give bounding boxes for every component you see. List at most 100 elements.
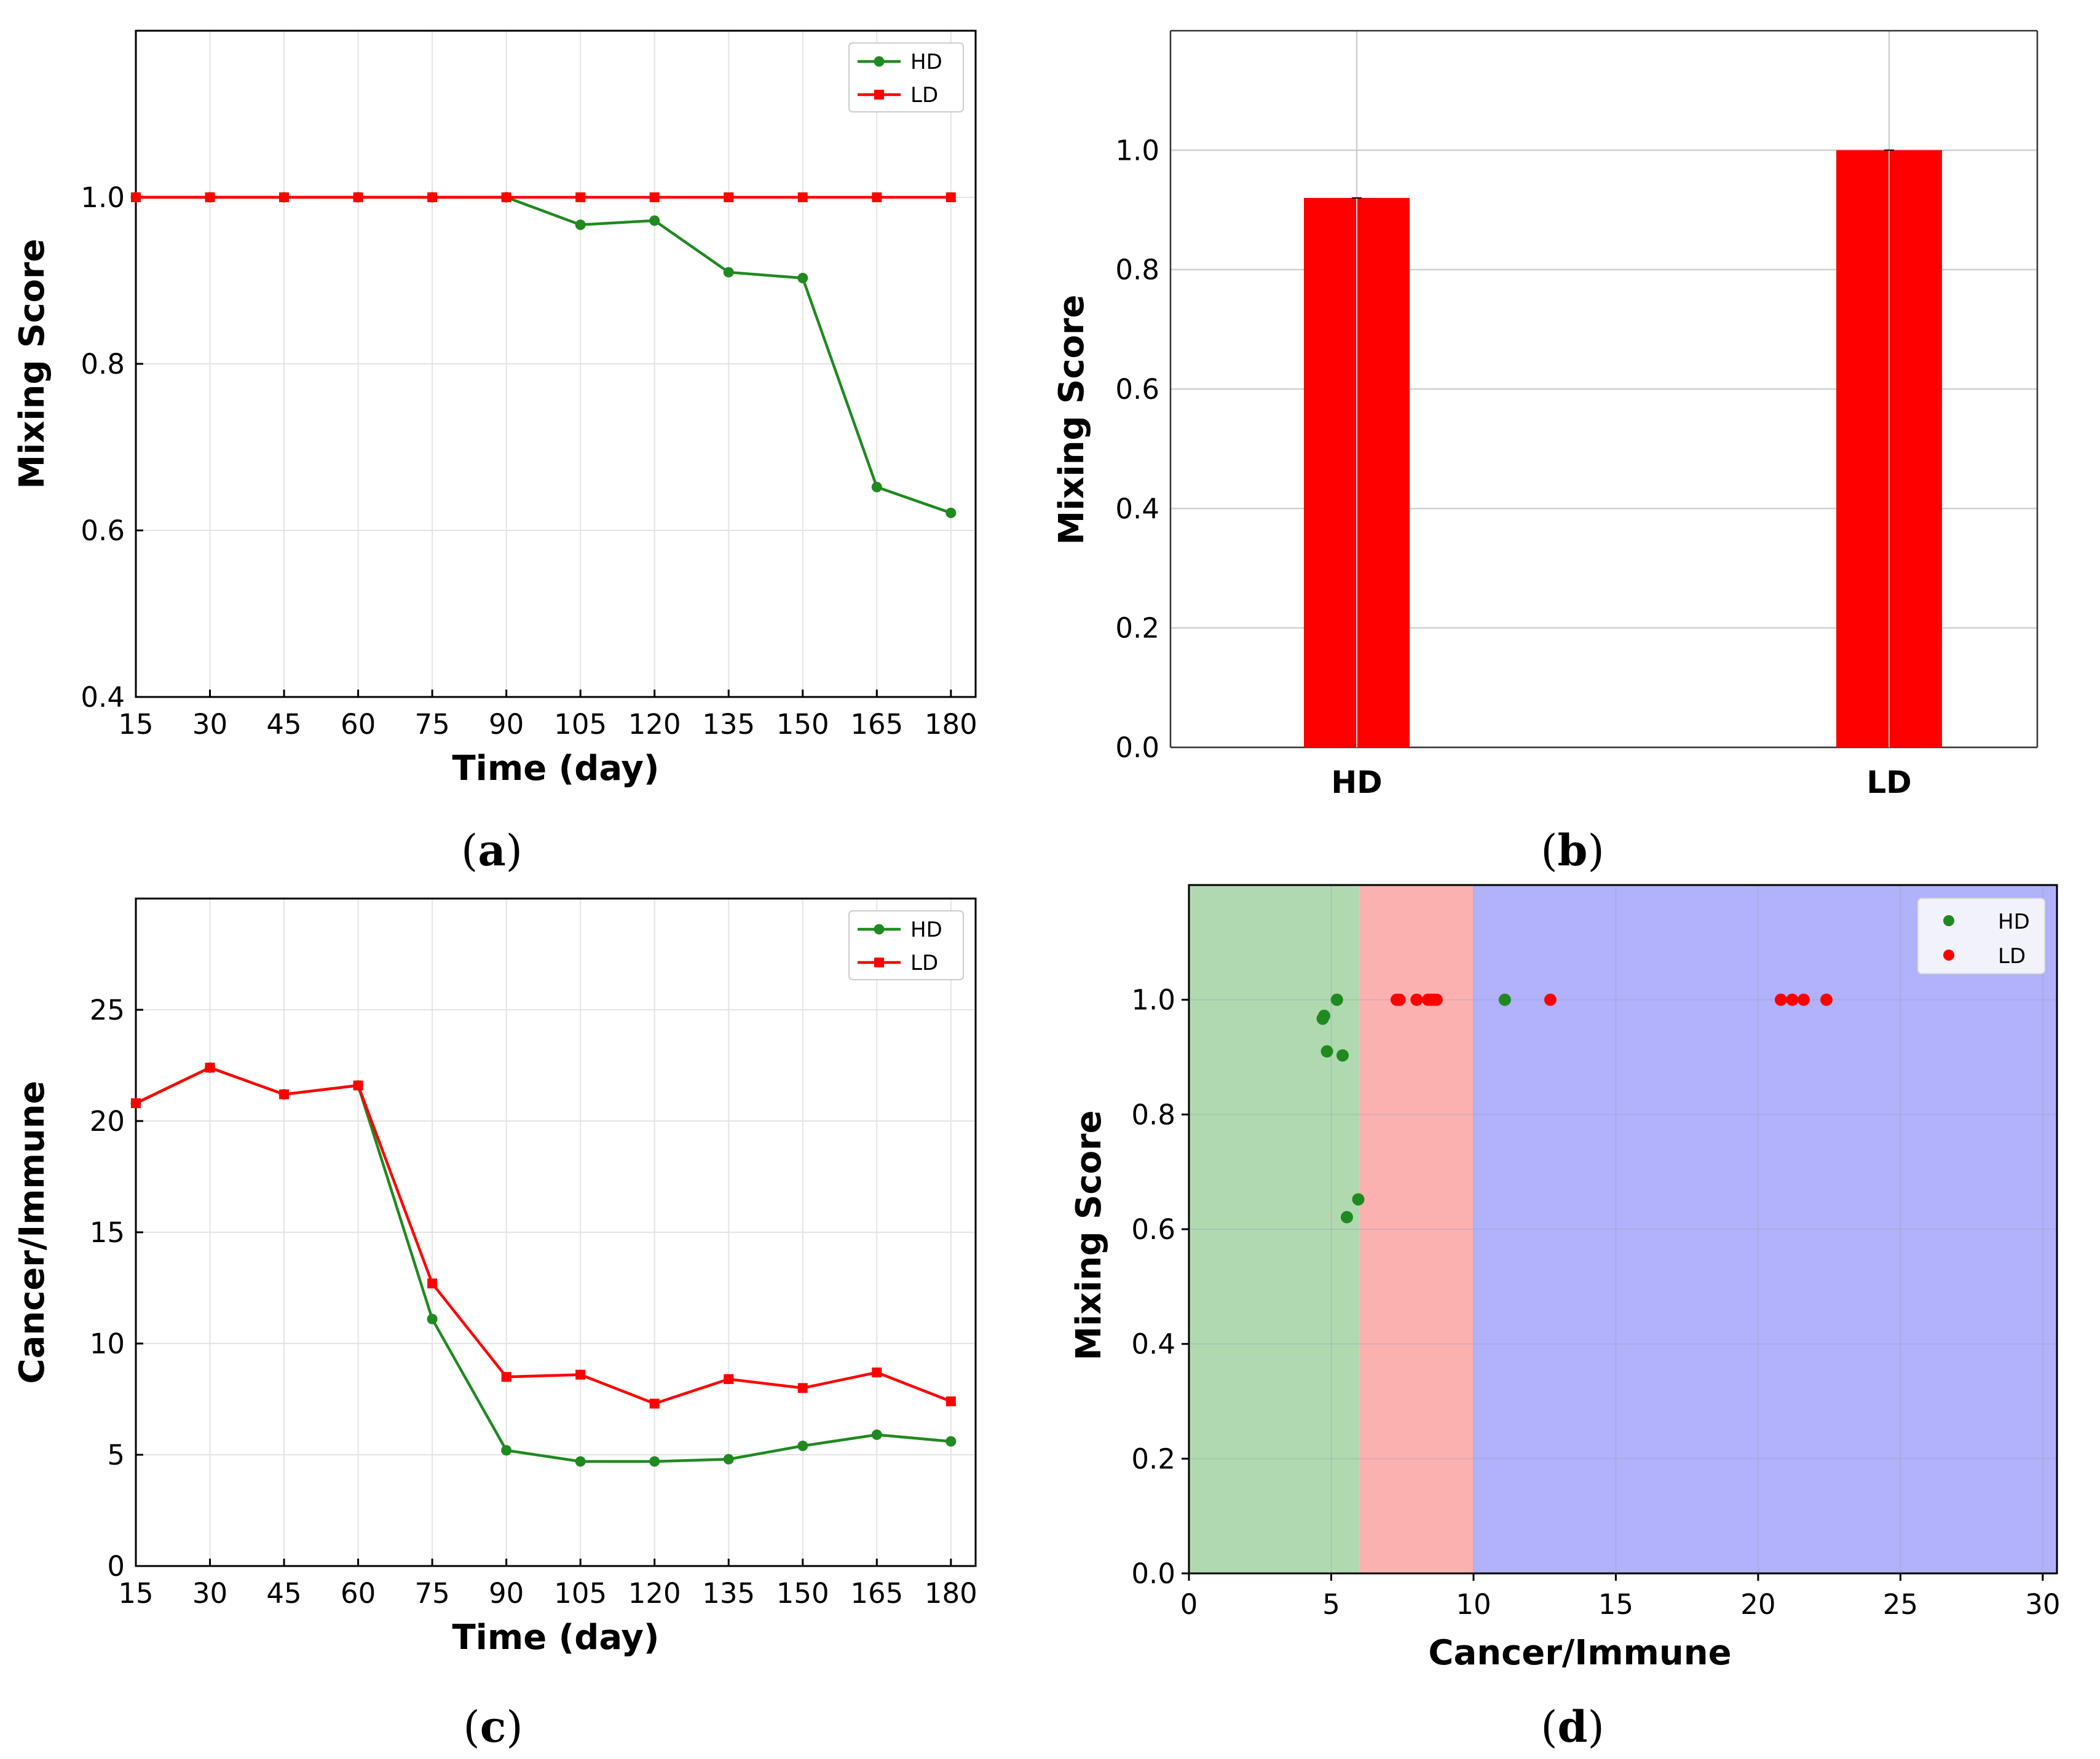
x-tick-label: 75 [414, 1577, 449, 1610]
legend-label-ld: LD [1998, 944, 2026, 969]
data-point-ld [501, 1372, 511, 1382]
legend-marker-hd [874, 56, 885, 67]
x-tick-label: 60 [341, 708, 376, 741]
data-point-hd [575, 1456, 586, 1467]
x-tick-label: 180 [925, 1577, 977, 1610]
series-line-hd [135, 1066, 952, 1463]
y-tick-label: 0.2 [1131, 1442, 1175, 1475]
scatter-point-hd [1498, 993, 1511, 1006]
scatter-point-hd [1317, 1009, 1330, 1022]
scatter-point-ld [1774, 993, 1787, 1006]
y-tick-label: 0.6 [81, 514, 125, 547]
x-tick-label: 90 [489, 708, 524, 741]
y-tick-label: 0.8 [81, 348, 125, 380]
series-line-hd [136, 195, 952, 514]
x-tick-label: 165 [850, 1577, 903, 1610]
scatter-point-ld [1393, 993, 1406, 1006]
x-tick-label: 5 [1322, 1588, 1340, 1621]
data-point-ld [872, 1367, 882, 1378]
panel-label-a: (a) [461, 825, 523, 876]
y-tick-label: 0.4 [1131, 1328, 1175, 1361]
legend-label-ld: LD [910, 83, 938, 108]
x-tick-label: 30 [192, 708, 227, 741]
x-tick-label: 45 [266, 708, 301, 741]
y-tick-label: 0.0 [1131, 1557, 1175, 1590]
x-tick-label: 75 [414, 708, 449, 741]
data-point-hd [427, 1313, 438, 1324]
panel-b-bar-chart: HD LD 0.0 0.2 0.4 0.6 0.8 1.0 Mixing Score [1052, 30, 2039, 800]
x-tick-label: 15 [118, 1577, 153, 1610]
scatter-point-ld [1430, 993, 1443, 1006]
data-point-hd [871, 1429, 882, 1440]
y-tick-label: 1.0 [1115, 134, 1159, 167]
data-point-ld [945, 1396, 956, 1407]
x-tick-label: 105 [554, 708, 607, 741]
data-point-hd [723, 267, 734, 278]
panel-label-b: (b) [1541, 825, 1605, 876]
x-tick-label: 30 [192, 1577, 227, 1610]
x-tick-label: 120 [628, 1577, 681, 1610]
data-point-ld [131, 1098, 141, 1109]
legend-box [848, 910, 964, 980]
y-tick-label: 20 [90, 1105, 125, 1138]
legend-label-ld: LD [910, 951, 938, 975]
y-tick-label: 1.0 [1131, 984, 1175, 1017]
scatter-point-hd [1330, 993, 1343, 1006]
x-tick-label: 15 [118, 708, 153, 741]
y-tick-label: 5 [107, 1439, 125, 1471]
data-point-ld [575, 192, 586, 202]
x-axis-label: Time (day) [452, 749, 659, 789]
data-point-ld [205, 192, 215, 202]
data-point-ld [872, 192, 882, 202]
x-tick-label: 30 [2025, 1588, 2060, 1621]
y-tick-label: 15 [90, 1216, 125, 1249]
data-point-hd [649, 1456, 660, 1467]
legend-marker-ld [1943, 950, 1954, 961]
scatter-point-ld [1544, 993, 1557, 1006]
data-point-ld [575, 1369, 586, 1380]
legend-box [848, 42, 964, 112]
y-tick-label: 10 [90, 1328, 125, 1360]
data-point-hd [871, 482, 882, 493]
y-tick-label: 0.0 [1115, 731, 1159, 764]
y-tick-label: 0.6 [1131, 1213, 1175, 1246]
x-tick-label: 180 [925, 708, 977, 741]
data-point-ld [427, 192, 438, 202]
x-tick-label: 60 [341, 1577, 376, 1610]
y-tick-label: 0 [107, 1550, 125, 1583]
y-tick-label: 0.8 [1131, 1098, 1175, 1131]
scatter-point-hd [1336, 1049, 1349, 1062]
y-tick-label: 0.4 [81, 681, 125, 714]
x-axis-label: Cancer/Immune [1428, 1633, 1731, 1673]
data-point-ld [724, 192, 734, 202]
category-label-hd: HD [1331, 765, 1382, 800]
panel-label-d: (d) [1541, 1701, 1605, 1752]
x-tick-label: 150 [776, 708, 829, 741]
scatter-point-ld [1820, 993, 1833, 1006]
y-axis-label: Mixing Score [1069, 1110, 1109, 1360]
x-tick-label: 120 [628, 708, 681, 741]
x-axis-label: Time (day) [452, 1618, 659, 1658]
x-tick-label: 20 [1740, 1588, 1775, 1621]
region-2 [1473, 885, 2057, 1573]
y-axis-label: Mixing Score [1052, 294, 1092, 545]
x-tick-label: 135 [702, 708, 755, 741]
legend-label-hd: HD [1998, 910, 2030, 934]
panel-d-scatter-chart: 0 5 10 15 20 25 30 0.0 0.2 0.4 0.6 0.8 1.0 Cancer/Imm… [1069, 884, 2060, 1673]
scatter-point-ld [1410, 993, 1423, 1006]
data-point-ld [279, 192, 290, 202]
y-tick-label: 0.4 [1115, 492, 1159, 525]
x-tick-label: 150 [776, 1577, 829, 1610]
legend-marker-ld [874, 958, 884, 967]
scatter-point-ld [1797, 993, 1810, 1006]
data-point-hd [575, 219, 586, 230]
x-tick-label: 10 [1456, 1588, 1491, 1621]
data-point-hd [797, 1441, 808, 1452]
category-label-ld: LD [1866, 765, 1911, 800]
panel-c-line-chart: 15 30 45 60 75 90 105 120 135 150 165 180 0 5 10 15 20 25… [12, 897, 977, 1658]
data-point-hd [649, 215, 660, 226]
series-line-ld [135, 1066, 952, 1406]
data-point-ld [724, 1374, 734, 1384]
data-point-ld [945, 192, 956, 202]
